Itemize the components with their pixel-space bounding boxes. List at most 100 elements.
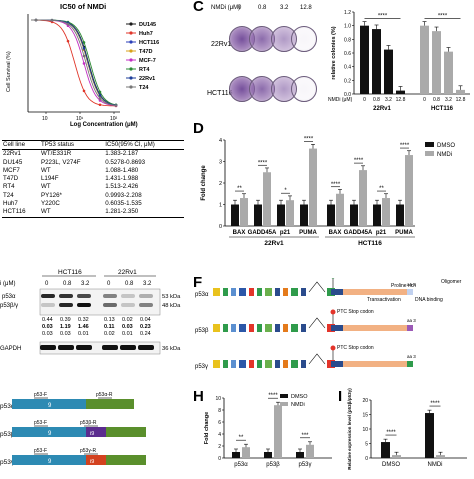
bar — [336, 193, 344, 226]
bar — [264, 452, 272, 458]
panel-b-western: HCT116 22Rv1 i (μM) 0 0.8 3.2 0 0.8 3.2 p53α p53β/… — [0, 258, 190, 393]
ic50-point — [50, 18, 54, 22]
ic50-xtick: 10² — [110, 116, 118, 122]
table-cell: HCT116 — [2, 208, 40, 218]
bar-ytick: 1 — [219, 203, 222, 209]
blot-band — [40, 345, 56, 350]
stop-codon-marker — [330, 309, 336, 315]
exon-segment — [12, 399, 86, 409]
blot-quant: 0.02 — [122, 317, 133, 323]
gene-label: BAX — [233, 230, 246, 236]
bar-ylabel: Relative expression level (p53β/p53γ) — [347, 388, 352, 470]
primer-f-label: p53-F — [34, 392, 47, 398]
legend-swatch — [425, 151, 434, 156]
ic50-point — [82, 41, 86, 44]
blot-conc: 0 — [107, 281, 111, 287]
ic50-curve — [31, 19, 118, 106]
table-header-cell: IC50(95% CI, μM) — [104, 139, 184, 151]
ic50-legend-entry: DU145 — [139, 22, 156, 28]
table-cell: P223L, V274F — [40, 158, 81, 166]
oligomer-label: Oligomer — [441, 279, 462, 285]
blot-quant: 0.02 — [104, 331, 115, 337]
blot-quant: 0.24 — [140, 331, 151, 337]
table-row: 22Rv1 WT/E331R 1.383-2.187 — [2, 150, 184, 159]
exon-number: i9 — [90, 431, 94, 437]
bar-ytick: 10 — [362, 427, 368, 433]
blot-quant: 0.03 — [42, 324, 53, 330]
ic50-curve — [31, 19, 117, 107]
ic50-table: Cell line TP53 status IC50(95% CI, μM) 22Rv… — [2, 139, 184, 218]
fold-change-chart: BAX GADD45A p21 PUMA BAX GADD45A p21 PUMA01234F… — [201, 137, 455, 247]
blot-kda: 48 kDa — [162, 303, 181, 309]
exon-block — [291, 324, 298, 332]
exon-block — [283, 360, 288, 368]
table-cell: 1.383-2.187 — [105, 150, 139, 158]
bar — [456, 89, 465, 94]
blot-quant: 0.39 — [60, 317, 71, 323]
ic50-point — [82, 54, 86, 58]
colony-chart-xtick: 12.8 — [396, 97, 406, 103]
bar — [392, 455, 401, 458]
protein-domain — [343, 289, 407, 295]
ic50-xlabel: Log Concentration (μM) — [70, 122, 138, 128]
bar — [360, 25, 369, 95]
blot-label-p53bg: p53β/γ — [0, 303, 18, 309]
panel-i-ratio: DMSO NMDi 0 5 10 15 20 Relative expression leve… — [345, 388, 474, 474]
bar-ylabel: relative colonies (%) — [331, 26, 337, 79]
table-cell: WT — [40, 183, 51, 191]
bar — [300, 204, 308, 226]
bar-ytick: 0.4 — [344, 65, 351, 71]
exon-block — [291, 360, 298, 368]
blot-band — [76, 345, 92, 350]
blot-conc: 0.8 — [125, 281, 134, 287]
ic50-curve — [31, 19, 118, 106]
colony-labels: NMDi (μM) 0 0.8 3.2 12.8 22Rv1 HCT116 — [207, 5, 312, 97]
exon-block — [239, 324, 246, 332]
table-header-cell: Cell line — [2, 139, 40, 151]
bar-significance: **** — [378, 14, 388, 20]
primer-r-label: p53β-R — [80, 420, 97, 426]
stop-codon-label: PTC Stop codon — [337, 309, 374, 315]
colony-conc: 3.2 — [280, 5, 289, 11]
legend-swatch — [425, 142, 434, 147]
ic50-curve — [31, 19, 118, 106]
bar — [396, 204, 404, 226]
bar-ytick: 2 — [218, 444, 221, 450]
blot-quant: 1.19 — [60, 324, 71, 330]
primer-isoform-label: p53α — [0, 403, 15, 410]
ic50-legend-entry: MCF-7 — [139, 58, 156, 64]
bar-ytick: 6 — [218, 420, 221, 426]
colony-chart-xtick: 3.2 — [385, 97, 392, 103]
table-row: T24 PY126* 0.9993-2.208 — [2, 192, 184, 200]
protein-domain — [331, 325, 343, 331]
panel-h-isoform-fold: p53α p53β p53γ 0 2 4 6 8 10 Fold change ** **** *** D… — [200, 388, 340, 474]
ic50-legend-entry: 22Rv1 — [139, 76, 155, 82]
ic50-legend-entry: T24 — [139, 85, 149, 91]
dna-binding-label: DNA binding — [415, 297, 443, 303]
bar — [444, 51, 453, 94]
bar — [296, 452, 304, 458]
exon-block — [275, 360, 280, 368]
panel-c-bar-chart: 0 0.8 3.2 12.8 22Rv1 0 0.8 3.2 12.8 HCT116 NMDi (μ… — [328, 0, 474, 118]
panel-d-fold-change: BAX GADD45A p21 PUMA BAX GADD45A p21 PUMA 0 1 2 3 4 F… — [195, 128, 474, 268]
bar-ytick: 3 — [219, 160, 222, 166]
bar-significance: ** — [237, 186, 242, 192]
exon-segment — [12, 427, 86, 437]
exon-block — [213, 360, 220, 368]
table-cell: 0.6035-1.535 — [105, 200, 142, 208]
blot-band — [103, 303, 117, 307]
isoform-diagram: p53α Stop codon aa 3 p53β PTC Stop codon aa 3… — [195, 273, 462, 370]
gene-label: GADD45A — [248, 230, 277, 236]
exon-block — [213, 288, 220, 296]
exon-block — [283, 288, 288, 296]
exon-block — [301, 360, 306, 368]
ic50-legend-entry: Huh7 — [139, 31, 153, 37]
blot-quant: 0.01 — [78, 331, 89, 337]
colony-chart-xtick: 0 — [363, 97, 366, 103]
bar — [420, 25, 429, 95]
exon-segment — [106, 455, 146, 465]
panel-letter-f: F — [193, 274, 203, 291]
exon-block — [239, 288, 246, 296]
bar-ytick: 0 — [219, 224, 222, 230]
blot-group-22rv1: 22Rv1 — [118, 269, 137, 276]
